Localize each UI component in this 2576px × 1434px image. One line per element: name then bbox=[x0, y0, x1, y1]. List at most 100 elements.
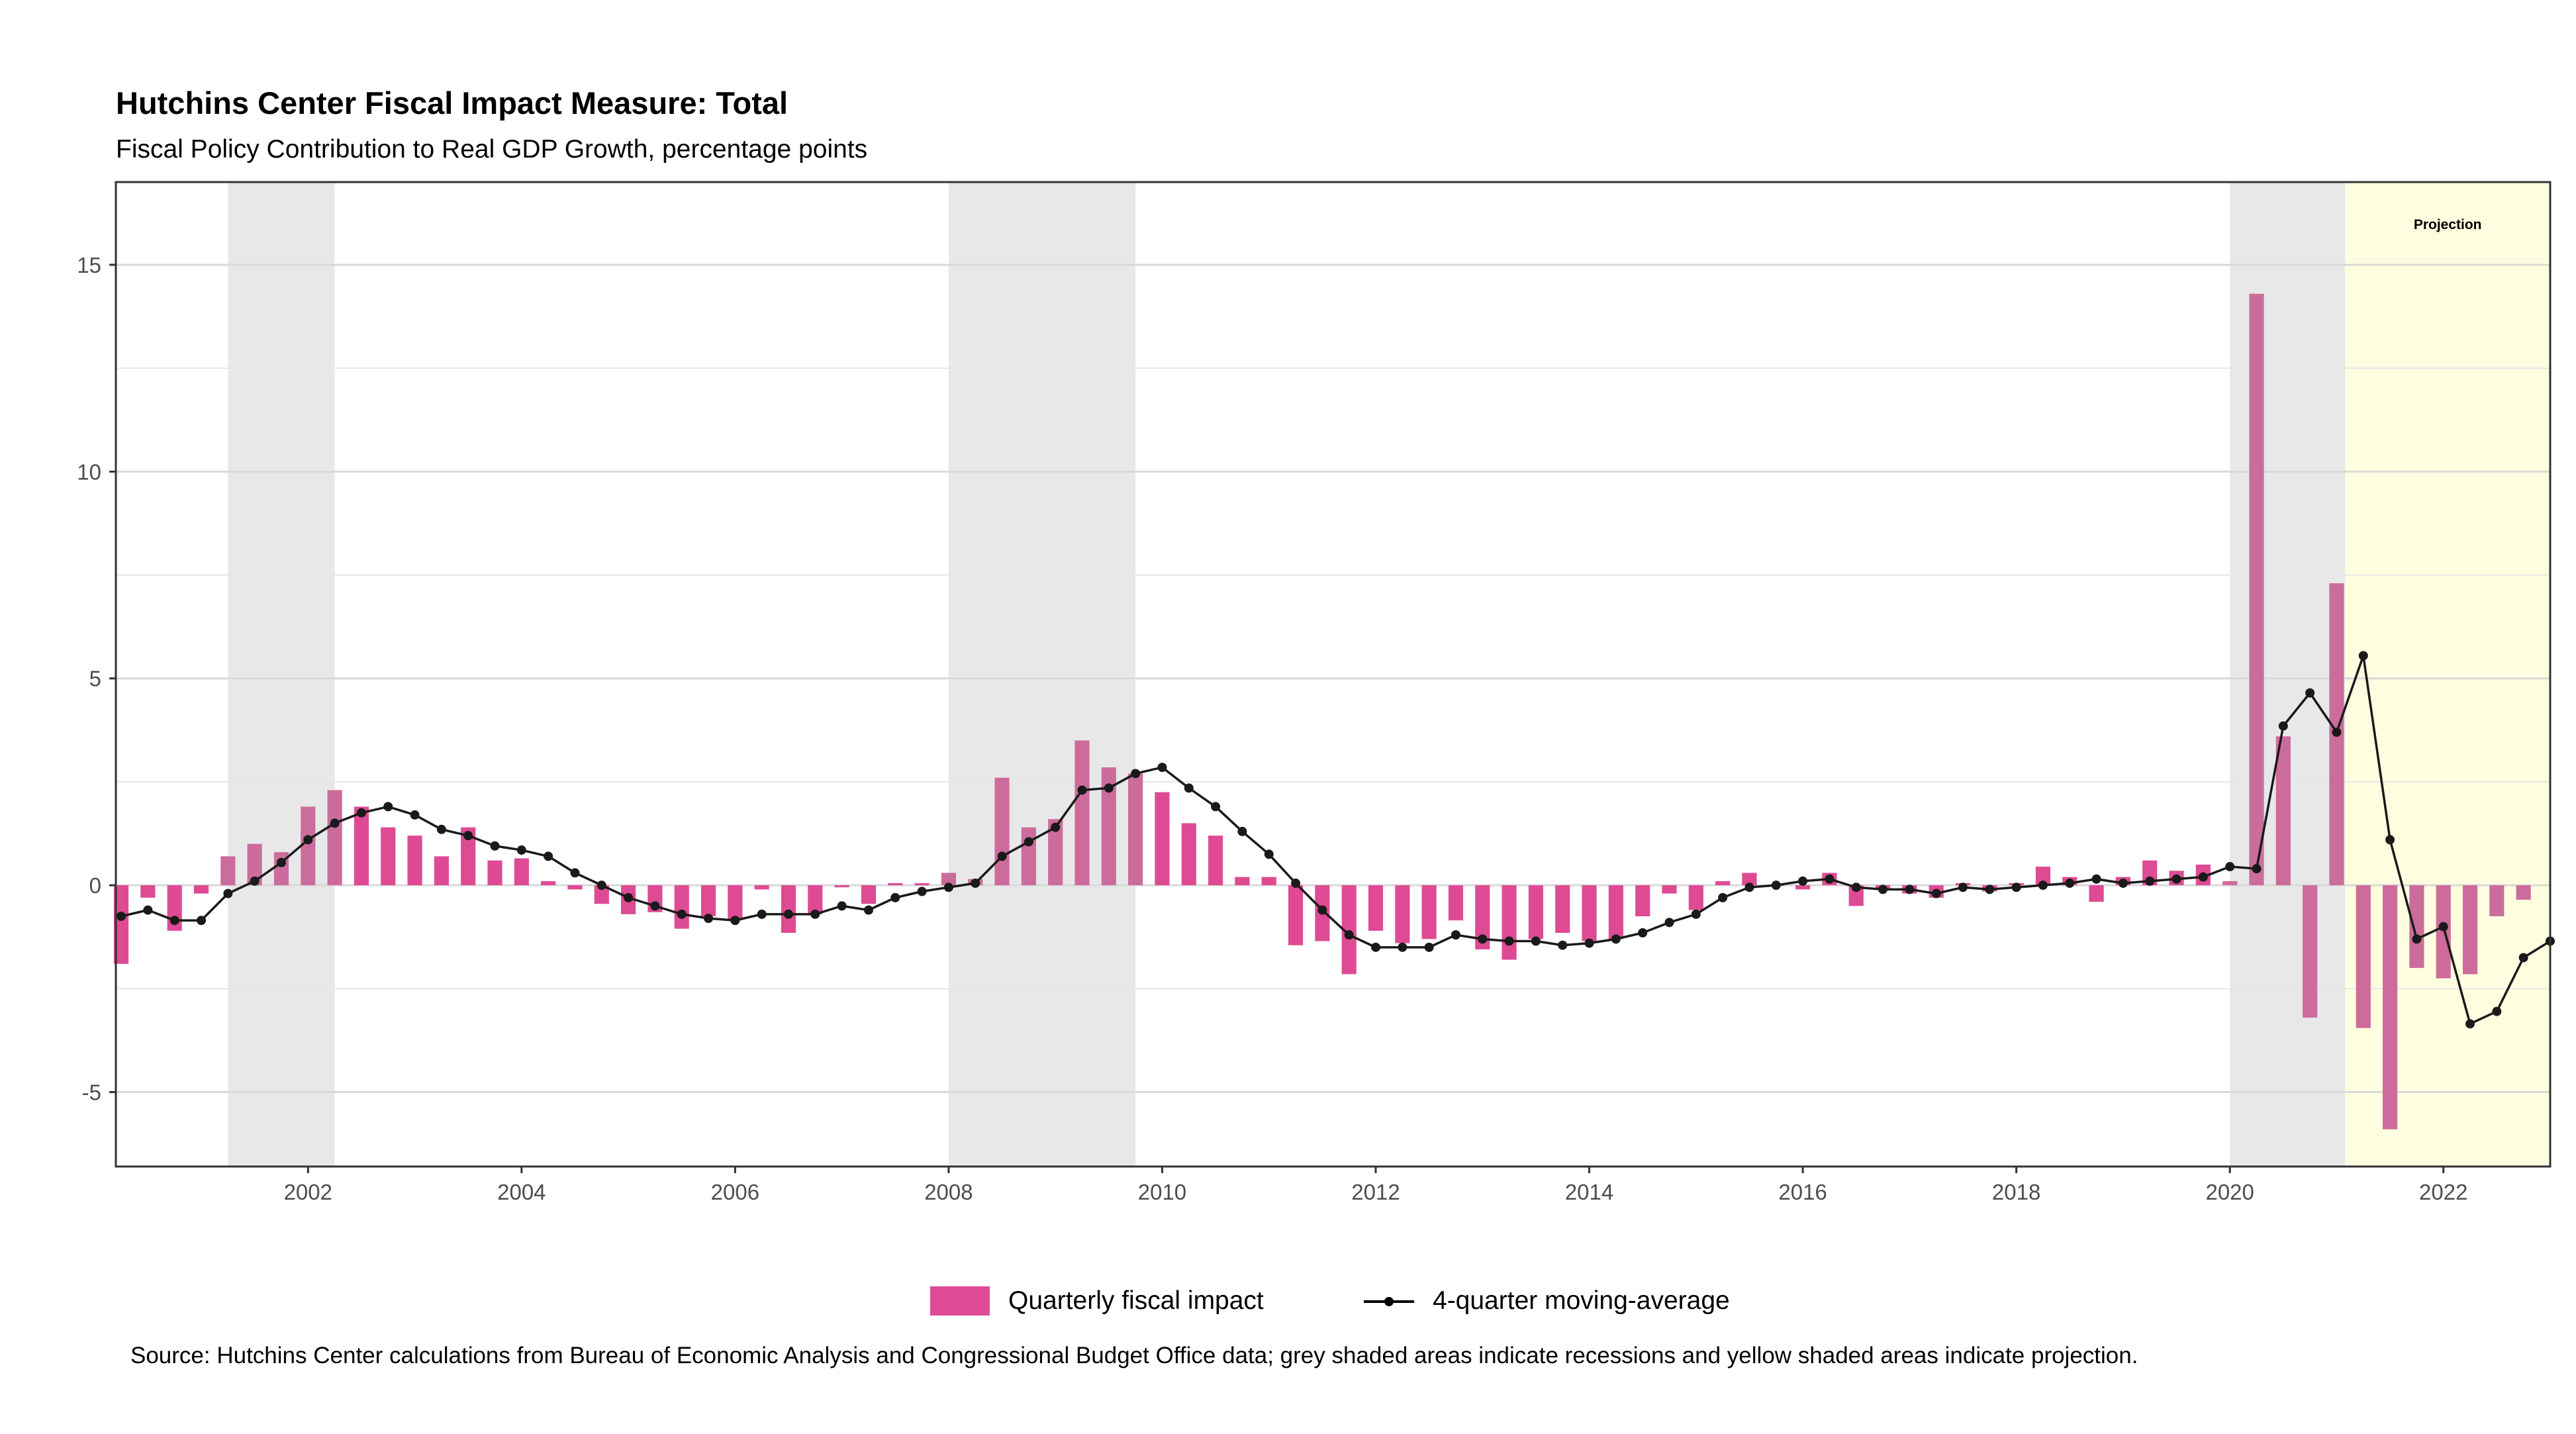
quarterly-bar bbox=[914, 883, 930, 886]
moving-average-point bbox=[730, 916, 740, 926]
moving-average-point bbox=[1905, 884, 1915, 894]
quarterly-bar bbox=[1048, 819, 1063, 886]
chart-title: Hutchins Center Fiscal Impact Measure: T… bbox=[116, 85, 788, 120]
moving-average-point bbox=[1344, 930, 1354, 940]
moving-average-point bbox=[810, 909, 820, 919]
quarterly-bar bbox=[1288, 885, 1304, 945]
projection-shade bbox=[2345, 182, 2550, 1167]
quarterly-bar bbox=[2275, 736, 2291, 886]
quarterly-bar bbox=[2035, 867, 2051, 886]
moving-average-point bbox=[1051, 822, 1061, 832]
moving-average-point bbox=[1851, 883, 1861, 892]
quarterly-bar bbox=[2409, 885, 2424, 969]
moving-average-point bbox=[2305, 688, 2315, 698]
legend-item-bars: Quarterly fiscal impact bbox=[930, 1278, 1264, 1324]
quarterly-bar bbox=[2436, 885, 2451, 979]
moving-average-point bbox=[624, 892, 634, 902]
quarterly-bar bbox=[461, 827, 476, 886]
quarterly-bar bbox=[674, 885, 689, 929]
legend: Quarterly fiscal impact 4-quarter moving… bbox=[0, 1278, 2576, 1324]
moving-average-line bbox=[117, 651, 2555, 1029]
quarterly-bar bbox=[407, 836, 422, 886]
panel-frame bbox=[115, 181, 2552, 1168]
moving-average-point bbox=[2225, 862, 2235, 872]
quarterly-bar bbox=[1421, 885, 1437, 939]
quarterly-bar bbox=[1155, 792, 1170, 886]
moving-average-point bbox=[2252, 864, 2262, 874]
moving-average-point bbox=[1291, 879, 1301, 888]
moving-average-point bbox=[704, 914, 714, 924]
moving-average-point bbox=[1744, 883, 1754, 892]
moving-average-point bbox=[1664, 918, 1674, 928]
x-tick-label: 2012 bbox=[1351, 1180, 1400, 1204]
y-tick-label: -5 bbox=[82, 1080, 101, 1105]
moving-average-point bbox=[650, 901, 660, 911]
quarterly-bar bbox=[193, 885, 209, 894]
quarterly-bar bbox=[2516, 885, 2531, 900]
quarterly-bar bbox=[861, 885, 877, 904]
moving-average-point bbox=[917, 886, 927, 896]
quarterly-bar bbox=[1101, 767, 1116, 886]
x-tick-label: 2016 bbox=[1778, 1180, 1827, 1204]
quarterly-bar bbox=[567, 885, 583, 890]
quarterly-bar bbox=[1795, 885, 1811, 890]
moving-average-point bbox=[250, 876, 260, 886]
x-tick-label: 2002 bbox=[284, 1180, 332, 1204]
x-tick-label: 2004 bbox=[497, 1180, 546, 1204]
moving-average-point bbox=[1531, 936, 1541, 946]
moving-average-point bbox=[1371, 942, 1381, 952]
moving-average-point bbox=[2492, 1006, 2502, 1016]
quarterly-bar bbox=[2383, 885, 2398, 1129]
moving-average-point bbox=[436, 824, 446, 834]
moving-average-point bbox=[1157, 763, 1167, 773]
moving-average-point bbox=[1584, 938, 1594, 948]
moving-average-point bbox=[2385, 835, 2395, 845]
legend-item-line: 4-quarter moving-average bbox=[1364, 1278, 1730, 1324]
quarterly-bar bbox=[1635, 885, 1650, 917]
quarterly-bar bbox=[1395, 885, 1410, 943]
chart-subtitle: Fiscal Policy Contribution to Real GDP G… bbox=[116, 135, 868, 164]
moving-average-point bbox=[943, 883, 953, 892]
quarterly-bar bbox=[327, 790, 342, 886]
quarterly-bar bbox=[113, 885, 129, 964]
source-note: Source: Hutchins Center calculations fro… bbox=[130, 1343, 2138, 1368]
moving-average-point bbox=[890, 892, 900, 902]
quarterly-bar bbox=[1208, 836, 1223, 886]
quarterly-bar bbox=[781, 885, 796, 933]
moving-average-point bbox=[1985, 884, 1995, 894]
panel-background bbox=[116, 182, 2550, 1167]
quarterly-bar bbox=[1341, 885, 1357, 975]
moving-average-point bbox=[863, 905, 873, 915]
x-tick-label: 2018 bbox=[1992, 1180, 2040, 1204]
quarterly-bar bbox=[381, 827, 396, 886]
moving-average-point bbox=[2278, 721, 2288, 731]
moving-average-point bbox=[2358, 651, 2368, 661]
moving-average-point bbox=[1317, 905, 1327, 915]
quarterly-bar bbox=[1475, 885, 1490, 949]
legend-bar-label: Quarterly fiscal impact bbox=[1008, 1286, 1264, 1315]
moving-average-point bbox=[1718, 892, 1728, 902]
quarterly-bar bbox=[1582, 885, 1597, 941]
moving-average-point bbox=[1798, 876, 1808, 886]
moving-average-point bbox=[1638, 928, 1648, 937]
quarterly-bar bbox=[700, 885, 716, 917]
quarterly-bar bbox=[941, 873, 957, 886]
quarterly-bar bbox=[1688, 885, 1703, 910]
moving-average-point bbox=[1771, 881, 1781, 890]
quarterly-bar bbox=[1074, 740, 1090, 886]
moving-average-point bbox=[677, 909, 687, 919]
y-tick-label: 15 bbox=[77, 253, 101, 277]
quarterly-bar bbox=[1128, 773, 1143, 886]
quarterly-bar bbox=[487, 860, 502, 886]
moving-average-point bbox=[1931, 888, 1941, 898]
recession-shade bbox=[2230, 182, 2346, 1167]
moving-average-point bbox=[330, 818, 340, 828]
moving-average-point bbox=[2011, 883, 2021, 892]
moving-average-point bbox=[837, 901, 847, 911]
y-tick-label: 5 bbox=[89, 667, 101, 691]
moving-average-point bbox=[2118, 879, 2128, 888]
moving-average-point bbox=[1131, 769, 1141, 779]
quarterly-bar bbox=[1368, 885, 1384, 931]
quarterly-bar bbox=[2089, 885, 2104, 902]
quarterly-bar bbox=[1448, 885, 1464, 921]
